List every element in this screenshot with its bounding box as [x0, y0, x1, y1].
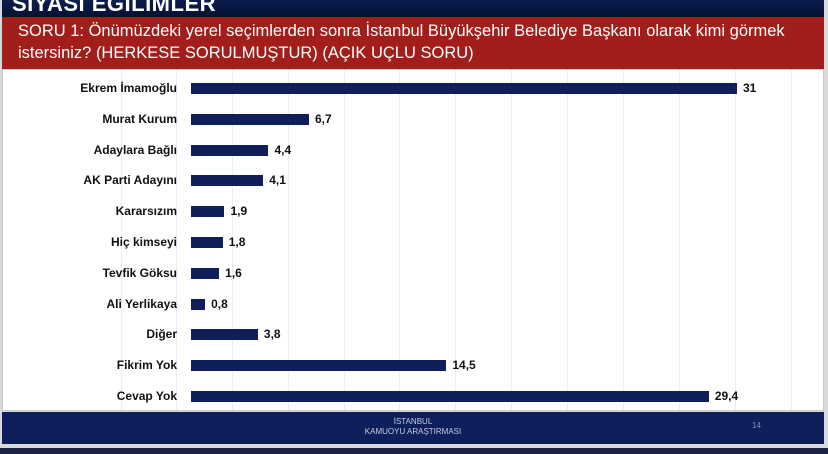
bar [191, 267, 220, 279]
gridline [288, 70, 289, 410]
value-label: 1,9 [230, 204, 248, 219]
footer-line2: KAMUOYU ARAŞTIRMASI [364, 427, 462, 436]
value-label: 4,1 [269, 173, 286, 188]
bar [191, 360, 447, 372]
bar-chart: Ekrem İmamoğlu 31 Murat Kurum 6,7 Adaylara B… [2, 69, 824, 411]
value-label: 1,8 [228, 235, 246, 249]
value-label: 6,7 [315, 111, 332, 126]
gridline [176, 70, 177, 410]
bar [191, 298, 206, 310]
gridline [344, 70, 345, 410]
bar [191, 206, 225, 218]
category-label: Adaylara Bağlı [93, 142, 177, 157]
footer-line1: İSTANBUL [393, 417, 433, 426]
bar [191, 83, 737, 94]
gridline [511, 70, 512, 410]
category-label: Fikrim Yok [116, 358, 177, 373]
gridline [121, 70, 122, 410]
value-label: 1,6 [225, 265, 242, 280]
value-label: 14,5 [452, 358, 476, 373]
category-label: Cevap Yok [116, 389, 177, 403]
category-label: AK Parti Adayını [83, 173, 177, 188]
category-label: Ekrem İmamoğlu [80, 81, 177, 95]
value-label: 31 [743, 81, 757, 95]
question-banner: SORU 1: Önümüzdeki yerel seçimlerden son… [2, 17, 824, 69]
value-label: 4,4 [274, 142, 292, 157]
gridline [567, 70, 568, 410]
category-label: Murat Kurum [102, 111, 177, 126]
category-label: Diğer [146, 327, 177, 342]
gridline [232, 70, 233, 410]
bar [191, 175, 264, 187]
bar [191, 144, 269, 156]
bar [191, 391, 709, 402]
value-label: 29,4 [714, 389, 739, 403]
value-label: 0,8 [211, 296, 228, 311]
section-header: SİYASİ EĞİLİMLER [2, 0, 824, 18]
category-label: Kararsızım [115, 204, 177, 219]
section-title: SİYASİ EĞİLİMLER [12, 0, 217, 16]
footer-org: İSTANBUL KAMUOYU ARAŞTIRMASI [2, 417, 824, 437]
page-number: 14 [752, 421, 761, 430]
bar [191, 113, 309, 125]
gridline [623, 70, 624, 410]
bar [191, 329, 258, 341]
gridline [791, 70, 792, 410]
gridline [679, 70, 680, 410]
category-label: Ali Yerlikaya [106, 296, 178, 311]
bar [191, 237, 223, 248]
category-label: Tevfik Göksu [102, 265, 177, 280]
gridline [455, 70, 456, 410]
category-label: Hiç kimseyi [110, 235, 177, 249]
gridline [735, 70, 736, 410]
bottom-strip [0, 448, 828, 454]
gridline [399, 70, 400, 410]
value-label: 3,8 [263, 327, 281, 342]
footer: İSTANBUL KAMUOYU ARAŞTIRMASI 14 [2, 412, 824, 444]
